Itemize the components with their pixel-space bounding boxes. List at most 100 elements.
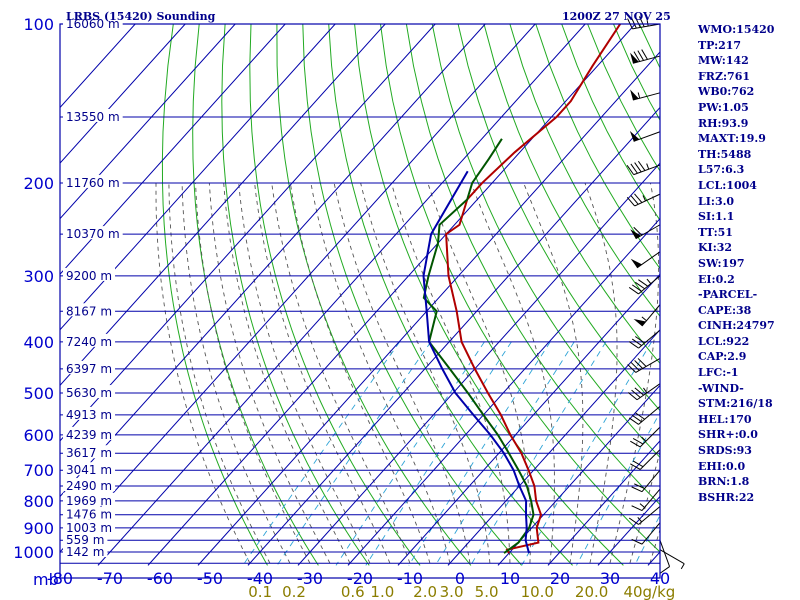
height-label-bg bbox=[63, 445, 116, 459]
index-item: BSHR:22 bbox=[698, 490, 755, 504]
mixing-ratio-label: 10.0 bbox=[521, 583, 554, 600]
wind-barb-flag bbox=[633, 318, 646, 327]
wind-barb-feather bbox=[628, 517, 639, 525]
height-label: 1003 m bbox=[66, 521, 112, 535]
wind-barb-feather bbox=[634, 193, 643, 203]
index-item: CAPE:38 bbox=[698, 303, 752, 317]
index-item: -PARCEL- bbox=[698, 288, 758, 302]
temperature-tick-label: -50 bbox=[197, 569, 223, 588]
wind-barb-feather bbox=[631, 284, 642, 292]
height-label: 11760 m bbox=[66, 176, 120, 190]
wind-barb-feather bbox=[630, 463, 641, 470]
wind-barb-feather bbox=[637, 50, 645, 61]
wind-barb bbox=[627, 358, 661, 373]
pressure-tick-label: 900 bbox=[23, 519, 54, 538]
height-label-bg bbox=[63, 462, 116, 476]
wind-barb-staff bbox=[638, 406, 661, 425]
pressure-tick-label: 500 bbox=[23, 384, 54, 403]
mixing-ratio-line bbox=[276, 341, 432, 566]
wind-barb-staff bbox=[659, 540, 671, 567]
height-label-bg bbox=[63, 16, 123, 29]
temperature-tick-label: 20 bbox=[550, 569, 570, 588]
index-item: HEL:170 bbox=[698, 412, 752, 426]
wind-barb-half-feather bbox=[680, 563, 685, 570]
moist-adiabat bbox=[609, 182, 660, 564]
isotherm-line bbox=[60, 24, 236, 220]
wind-barb-half-feather bbox=[646, 163, 650, 170]
wind-barb-feather bbox=[634, 483, 645, 490]
moist-adiabat bbox=[584, 182, 618, 564]
wind-barb-staff bbox=[633, 164, 661, 176]
height-label: 5630 m bbox=[66, 386, 112, 400]
height-label: 1969 m bbox=[66, 494, 112, 508]
index-item: -WIND- bbox=[698, 381, 744, 395]
index-item: MW:142 bbox=[698, 54, 749, 68]
wind-barb-feather bbox=[633, 51, 641, 62]
wind-barb-feather bbox=[638, 16, 645, 27]
wind-barb-half-feather bbox=[637, 517, 642, 523]
station-title: LRBS (15420) Sounding bbox=[66, 10, 216, 23]
pressure-tick-label: 400 bbox=[23, 333, 54, 352]
moist-adiabat bbox=[181, 182, 291, 564]
wind-barb-feather bbox=[630, 362, 640, 371]
wind-barb-feather bbox=[637, 160, 646, 171]
indices-panel: WMO:15420 TP:217 MW:142 FRZ:761 WB0:762 PW:1.… bbox=[698, 22, 798, 505]
wind-barb-staff bbox=[635, 358, 661, 373]
wind-barb-flag bbox=[630, 258, 642, 268]
wind-barb bbox=[626, 193, 661, 207]
wind-barb bbox=[630, 449, 661, 470]
height-label-bg bbox=[63, 532, 108, 546]
grid-layer bbox=[60, 24, 660, 566]
wind-barb bbox=[631, 488, 661, 511]
wind-barb-staff bbox=[659, 549, 685, 565]
index-item: MAXT:19.9 bbox=[698, 132, 766, 146]
wind-barb-feather bbox=[628, 287, 639, 295]
index-item: LI:3.0 bbox=[698, 194, 735, 208]
dry-adiabat bbox=[509, 24, 660, 317]
wind-barb-feather bbox=[637, 358, 647, 367]
moist-adiabat bbox=[390, 182, 511, 564]
height-label: 1476 m bbox=[66, 508, 112, 522]
wind-barb bbox=[630, 89, 661, 101]
wind-barb bbox=[628, 329, 661, 349]
moist-adiabat bbox=[360, 182, 491, 564]
isotherm-line bbox=[60, 24, 436, 442]
dry-adiabat bbox=[431, 24, 660, 459]
height-label-bg bbox=[63, 544, 108, 557]
index-item: EI:0.2 bbox=[698, 272, 735, 286]
wind-barb bbox=[630, 251, 661, 269]
index-item: L57:6.3 bbox=[698, 163, 745, 177]
temperature-tick-label: 40 bbox=[650, 569, 670, 588]
pressure-unit-label: mb bbox=[33, 570, 59, 589]
wind-barb-feather bbox=[632, 460, 644, 468]
mixing-ratio-label: 40g/kg bbox=[623, 583, 675, 600]
mixing-ratio-label: 3.0 bbox=[440, 583, 464, 600]
height-label: 559 m bbox=[66, 533, 104, 547]
index-item: SHR+:0.0 bbox=[698, 428, 758, 442]
dry-adiabat bbox=[405, 24, 660, 506]
wind-barb bbox=[630, 224, 661, 240]
index-item: EHI:0.0 bbox=[698, 459, 746, 473]
height-label-bg bbox=[63, 506, 116, 520]
height-label: 6397 m bbox=[66, 362, 112, 376]
wind-barb-flag bbox=[630, 229, 641, 239]
wind-barb-feather bbox=[634, 16, 641, 28]
height-label: 7240 m bbox=[66, 335, 112, 349]
wind-barb-feather bbox=[659, 566, 670, 574]
moist-adiabat bbox=[470, 182, 555, 564]
wind-barb-half-feather bbox=[646, 20, 649, 27]
wind-barb-staff bbox=[632, 92, 661, 101]
index-item: TT:51 bbox=[698, 225, 733, 239]
dry-adiabat bbox=[354, 24, 624, 566]
height-label: 9200 m bbox=[66, 269, 112, 283]
height-label: 3617 m bbox=[66, 446, 112, 460]
parcel-line bbox=[422, 170, 530, 554]
wind-barb-feather bbox=[635, 412, 645, 420]
wind-barb-feather bbox=[631, 338, 642, 346]
wind-barb-feather bbox=[627, 392, 638, 401]
isotherm-line bbox=[60, 24, 536, 553]
wind-barb-feather bbox=[632, 437, 644, 445]
wind-barb bbox=[628, 275, 661, 295]
moist-adiabat bbox=[333, 182, 471, 564]
temperature-tick-label: -80 bbox=[47, 569, 73, 588]
